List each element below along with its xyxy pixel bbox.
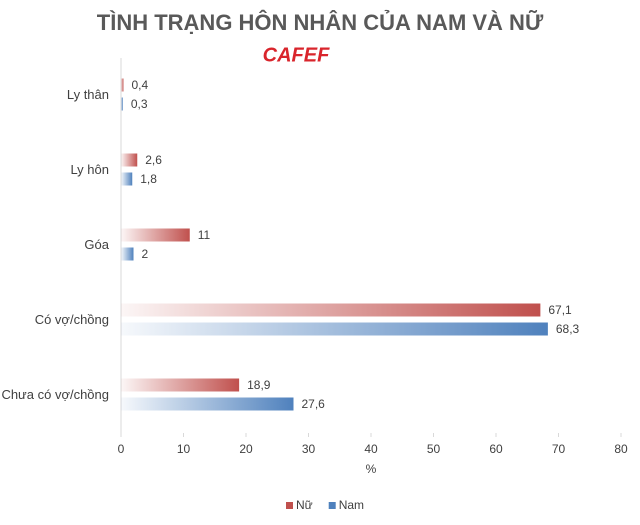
legend-label: Nữ [296,498,313,512]
legend-swatch [286,502,293,509]
x-tick-label: 20 [239,442,253,456]
value-label: 67,1 [548,303,572,317]
bar [121,247,134,261]
value-label: 2 [142,247,149,261]
y-tick-label: Góa [84,237,109,252]
y-tick-label: Ly thân [67,87,109,102]
value-label: 0,4 [132,78,149,92]
x-tick-label: 70 [552,442,566,456]
chart-title: TÌNH TRẠNG HÔN NHÂN CỦA NAM VÀ NỮ [97,10,544,35]
x-tick-label: 80 [614,442,628,456]
x-tick-label: 40 [364,442,378,456]
bar [121,378,240,392]
x-tick-label: 0 [118,442,125,456]
x-tick-label: 50 [427,442,441,456]
value-label: 0,3 [131,97,148,111]
x-tick-label: 30 [302,442,316,456]
bar [121,153,138,167]
value-label: 27,6 [302,397,326,411]
bar [121,397,294,411]
legend-swatch [328,502,336,509]
value-label: 11 [198,228,211,242]
bar [121,303,541,317]
y-tick-label: Chưa có vợ/chồng [1,387,109,402]
value-label: 2,6 [145,153,162,167]
value-label: 68,3 [556,322,580,336]
bar [121,322,548,336]
x-tick-label: 10 [177,442,191,456]
bar [121,78,124,92]
bar [121,97,123,111]
value-label: 1,8 [140,172,157,186]
bar [121,172,133,186]
logo: CAFEF [263,44,330,66]
value-label: 18,9 [247,378,271,392]
bar [121,228,190,242]
x-axis-label: % [366,462,377,476]
y-tick-label: Ly hôn [70,162,109,177]
x-tick-label: 60 [489,442,503,456]
legend-label: Nam [339,498,364,512]
y-tick-label: Có vợ/chồng [35,312,109,327]
